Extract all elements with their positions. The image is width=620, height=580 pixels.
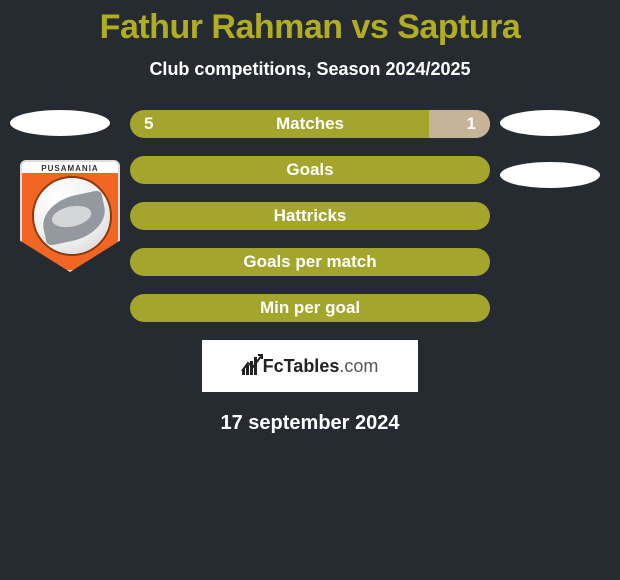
stat-label: Min per goal	[260, 298, 360, 318]
comparison-content: PUSAMANIA Matches 5 1 Goals Hattricks Goals p…	[0, 110, 620, 435]
dolphin-icon	[38, 190, 110, 246]
stat-left-value: 5	[144, 114, 153, 134]
logo-suffix: .com	[339, 356, 378, 376]
player-left-photo-placeholder	[10, 110, 110, 136]
source-logo-box: FcTables.com	[202, 340, 418, 392]
stat-right-value: 1	[467, 114, 476, 134]
club-left-badge: PUSAMANIA	[20, 160, 120, 272]
stat-label: Goals	[286, 160, 333, 180]
stat-row-matches: Matches 5 1	[130, 110, 490, 138]
stat-row-goals: Goals	[130, 156, 490, 184]
shield-icon: PUSAMANIA	[20, 160, 120, 272]
stat-row-hattricks: Hattricks	[130, 202, 490, 230]
page-title: Fathur Rahman vs Saptura	[0, 0, 620, 47]
badge-circle	[32, 176, 112, 256]
club-right-logo-placeholder	[500, 162, 600, 188]
stat-bar-right-seg	[429, 110, 490, 138]
stat-label: Goals per match	[243, 252, 376, 272]
chart-icon	[242, 357, 257, 375]
badge-top-text: PUSAMANIA	[22, 164, 118, 173]
stat-label: Matches	[276, 114, 344, 134]
stat-label: Hattricks	[274, 206, 347, 226]
logo-brand: FcTables	[263, 356, 340, 376]
stats-bars: Matches 5 1 Goals Hattricks Goals per match Mi…	[130, 110, 490, 322]
player-right-photo-placeholder	[500, 110, 600, 136]
stat-row-min-per-goal: Min per goal	[130, 294, 490, 322]
source-logo-text: FcTables.com	[263, 356, 379, 377]
page-subtitle: Club competitions, Season 2024/2025	[0, 59, 620, 80]
snapshot-date: 17 september 2024	[0, 412, 620, 435]
stat-row-goals-per-match: Goals per match	[130, 248, 490, 276]
